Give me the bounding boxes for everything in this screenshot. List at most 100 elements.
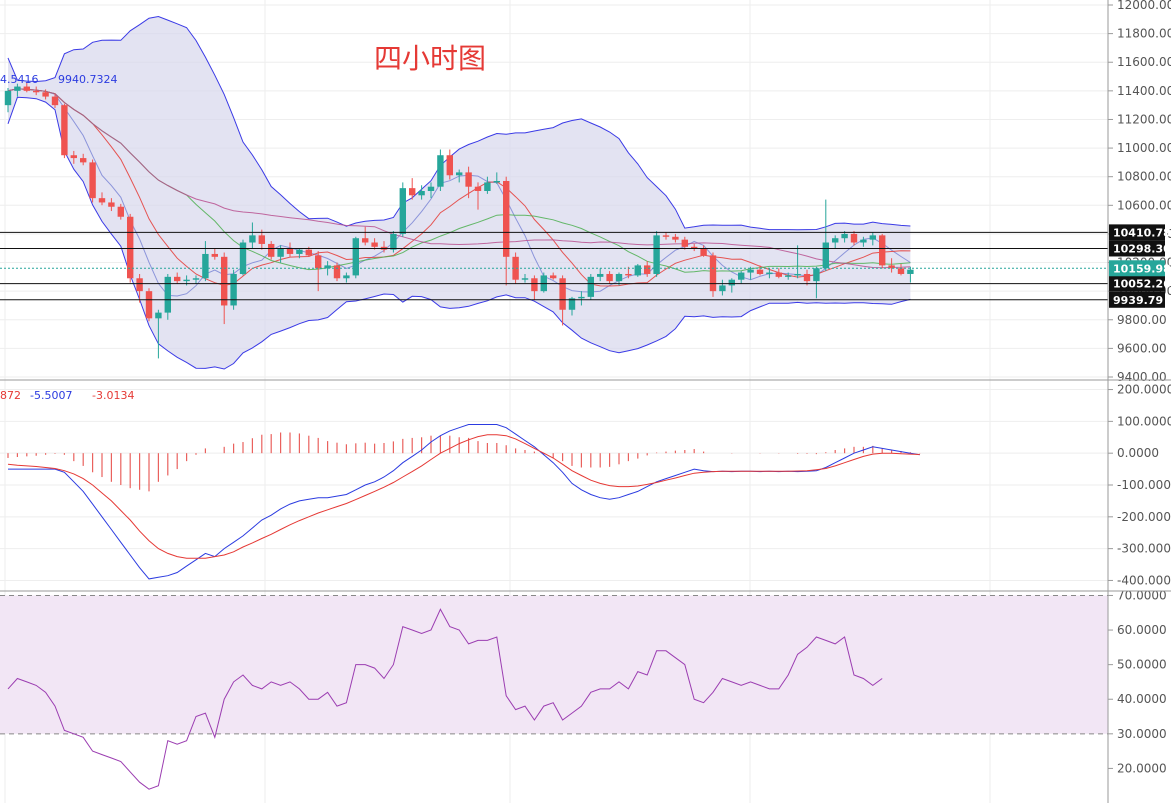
axis-tick-label: -100.0000 [1117,478,1171,492]
candle-body [89,162,96,199]
candle-up [399,182,406,237]
ma-40-line [7,88,911,269]
signal-line [7,434,920,559]
candle-body [249,235,256,243]
candle-body [70,155,77,159]
candle-body [465,172,472,187]
candle-up [832,235,839,249]
axis-tick-label: 9800.00 [1117,313,1167,327]
candle-down [775,268,782,279]
candle-body [211,253,218,257]
candle-down [42,89,49,100]
candle-body [23,86,30,91]
candle-body [606,273,613,282]
axis-tick-label: 11800.00 [1117,27,1171,41]
axis-tick-label: 100.0000 [1117,414,1171,428]
candle-up [418,185,425,200]
candle-down [644,261,651,277]
candle-body [822,242,829,269]
candle-up [343,272,350,283]
candle-body [33,90,40,93]
candle-body [399,188,406,234]
candle-up [352,236,359,279]
candle-body [860,239,867,243]
candle-body [719,285,726,292]
rsi-line [7,608,883,790]
candle-up [747,266,754,280]
level-tag-label: 10052.26 [1113,278,1171,291]
candle-body [117,206,124,217]
candle-body [559,278,566,310]
candle-up [296,248,303,259]
candle-body [850,233,858,243]
candle-down [700,245,707,257]
candle-up [390,231,397,253]
candle-body [785,275,792,277]
candle-down [503,176,510,286]
candle-up [728,278,735,293]
candle-body [578,296,585,299]
candle-up [540,272,547,293]
candle-down [61,103,68,159]
candle-body [728,279,735,286]
axis-tick-label: -400.0000 [1117,573,1171,587]
candle-body [108,202,115,207]
candle-down [606,271,613,284]
macd-histogram [7,432,921,492]
candle-up [456,169,463,183]
candle-body [681,239,688,247]
price-panel[interactable] [0,15,1108,370]
candle-body [794,273,801,276]
macd-lines [7,424,920,580]
candle-body [277,248,284,257]
candle-body [503,180,510,257]
rsi-panel[interactable] [0,594,1108,790]
candle-body [756,269,764,274]
price-axis[interactable]: 12000.00 11800.00 11600.00 11400.00 11200.00… [1108,0,1171,803]
candle-down [174,272,181,284]
candle-down [108,198,115,212]
candle-body [644,265,651,274]
indicator-value-2: 9940.7324 [58,73,118,86]
candle-body [484,182,491,191]
candle-body [474,186,482,191]
candle-down [258,229,265,250]
candle-body [550,275,557,279]
candle-body [803,273,811,282]
candle-body [427,186,435,191]
axis-tick-label: 0.0000 [1117,446,1159,460]
candle-up [427,182,435,199]
candle-down [465,166,472,199]
candle-body [653,235,660,274]
candle-body [409,188,416,196]
candle-body [691,246,698,249]
candle-down [672,233,679,243]
candle-down [803,269,811,286]
price-level-lines [0,231,1108,301]
macd-value-3: -3.0134 [92,389,134,402]
candle-down [333,262,341,282]
macd-panel[interactable] [7,424,921,580]
level-tag [1109,224,1165,241]
candle-body [587,276,594,297]
candle-body [841,233,848,239]
candle-up [634,263,641,277]
chart-title: 四小时图 [374,42,486,75]
candle-down [98,192,106,206]
candle-body [268,243,275,257]
candle-up [249,222,256,249]
candle-up [164,273,171,320]
candle-body [296,249,303,254]
candle-up [597,268,604,282]
candle-down [446,149,453,180]
candle-up [766,268,773,279]
candle-body [832,238,839,243]
candle-down [897,263,905,276]
candle-down [709,252,717,297]
candle-body [869,235,876,240]
level-tag-label: 9939.79 [1113,294,1163,307]
candle-body [615,273,623,282]
candle-down [145,288,153,322]
candle-down [371,238,378,250]
